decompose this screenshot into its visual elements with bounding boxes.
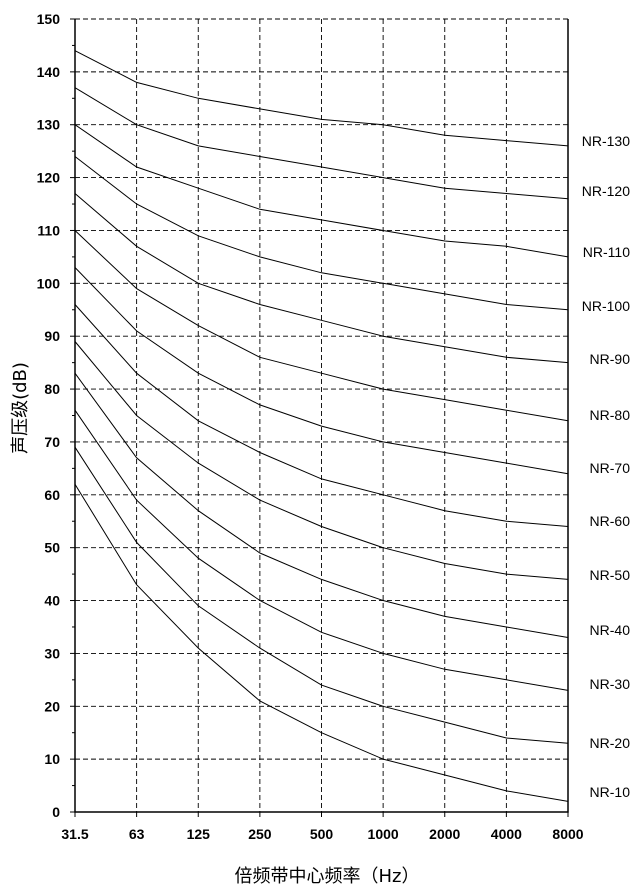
axes: [70, 18, 569, 817]
series-label: NR-120: [582, 183, 630, 199]
series-labels: NR-130 NR-120 NR-110 NR-100 NR-90 NR-80 NR-70 N…: [582, 133, 630, 800]
grid: [75, 18, 568, 812]
series-line: [74, 50, 569, 147]
series-line: [74, 446, 569, 744]
y-tick-label: 0: [52, 804, 60, 820]
y-tick-label: 10: [44, 751, 60, 767]
x-tick-label: 125: [187, 826, 211, 842]
series-line: [74, 87, 569, 200]
series-curves: [74, 50, 569, 802]
x-tick-label: 500: [310, 826, 334, 842]
y-tick-label: 120: [37, 170, 61, 186]
x-tick-label: 1000: [368, 826, 399, 842]
series-label: NR-80: [590, 407, 631, 423]
y-tick-label: 90: [44, 328, 60, 344]
x-tick-label: 8000: [552, 826, 583, 842]
y-tick-label: 50: [44, 540, 60, 556]
x-axis-title: 倍频带中心频率（Hz）: [235, 866, 420, 887]
series-line: [74, 409, 569, 691]
y-tick-label: 20: [44, 698, 60, 714]
y-tick-label: 60: [44, 487, 60, 503]
series-label: NR-100: [582, 298, 630, 314]
series-label: NR-130: [582, 133, 630, 149]
series-label: NR-40: [590, 622, 631, 638]
y-axis-title: 声压级(dB): [10, 362, 31, 454]
y-tick-label: 140: [37, 64, 61, 80]
series-line: [74, 267, 569, 475]
y-tick-label: 40: [44, 593, 60, 609]
x-tick-label: 250: [248, 826, 272, 842]
series-label: NR-30: [590, 676, 631, 692]
series-label: NR-20: [590, 735, 631, 751]
y-tick-label: 150: [37, 11, 61, 27]
series-label: NR-10: [590, 784, 631, 800]
series-line: [74, 304, 569, 527]
series-line: [74, 230, 569, 422]
series-line: [74, 193, 569, 364]
tick-labels: 0 10 20 30 40 50 60 70 80 90 100 110 120 130 140 150 31.…: [37, 11, 584, 842]
series-line: [74, 124, 569, 258]
series-line: [74, 341, 569, 580]
series-label: NR-60: [590, 513, 631, 529]
x-tick-label: 31.5: [61, 826, 88, 842]
y-tick-label: 110: [37, 222, 60, 238]
x-tick-label: 4000: [491, 826, 522, 842]
y-tick-label: 80: [44, 381, 60, 397]
y-tick-label: 100: [37, 275, 61, 291]
series-line: [74, 483, 569, 802]
series-label: NR-50: [590, 567, 631, 583]
x-tick-label: 63: [129, 826, 145, 842]
y-tick-label: 130: [37, 117, 61, 133]
series-line: [74, 156, 569, 311]
series-label: NR-90: [590, 351, 631, 367]
x-tick-label: 2000: [429, 826, 460, 842]
series-label: NR-70: [590, 460, 631, 476]
axis-frame: [74, 19, 569, 813]
series-line: [74, 372, 569, 638]
series-label: NR-110: [583, 244, 630, 260]
y-tick-label: 70: [44, 434, 60, 450]
y-tick-label: 30: [44, 645, 60, 661]
